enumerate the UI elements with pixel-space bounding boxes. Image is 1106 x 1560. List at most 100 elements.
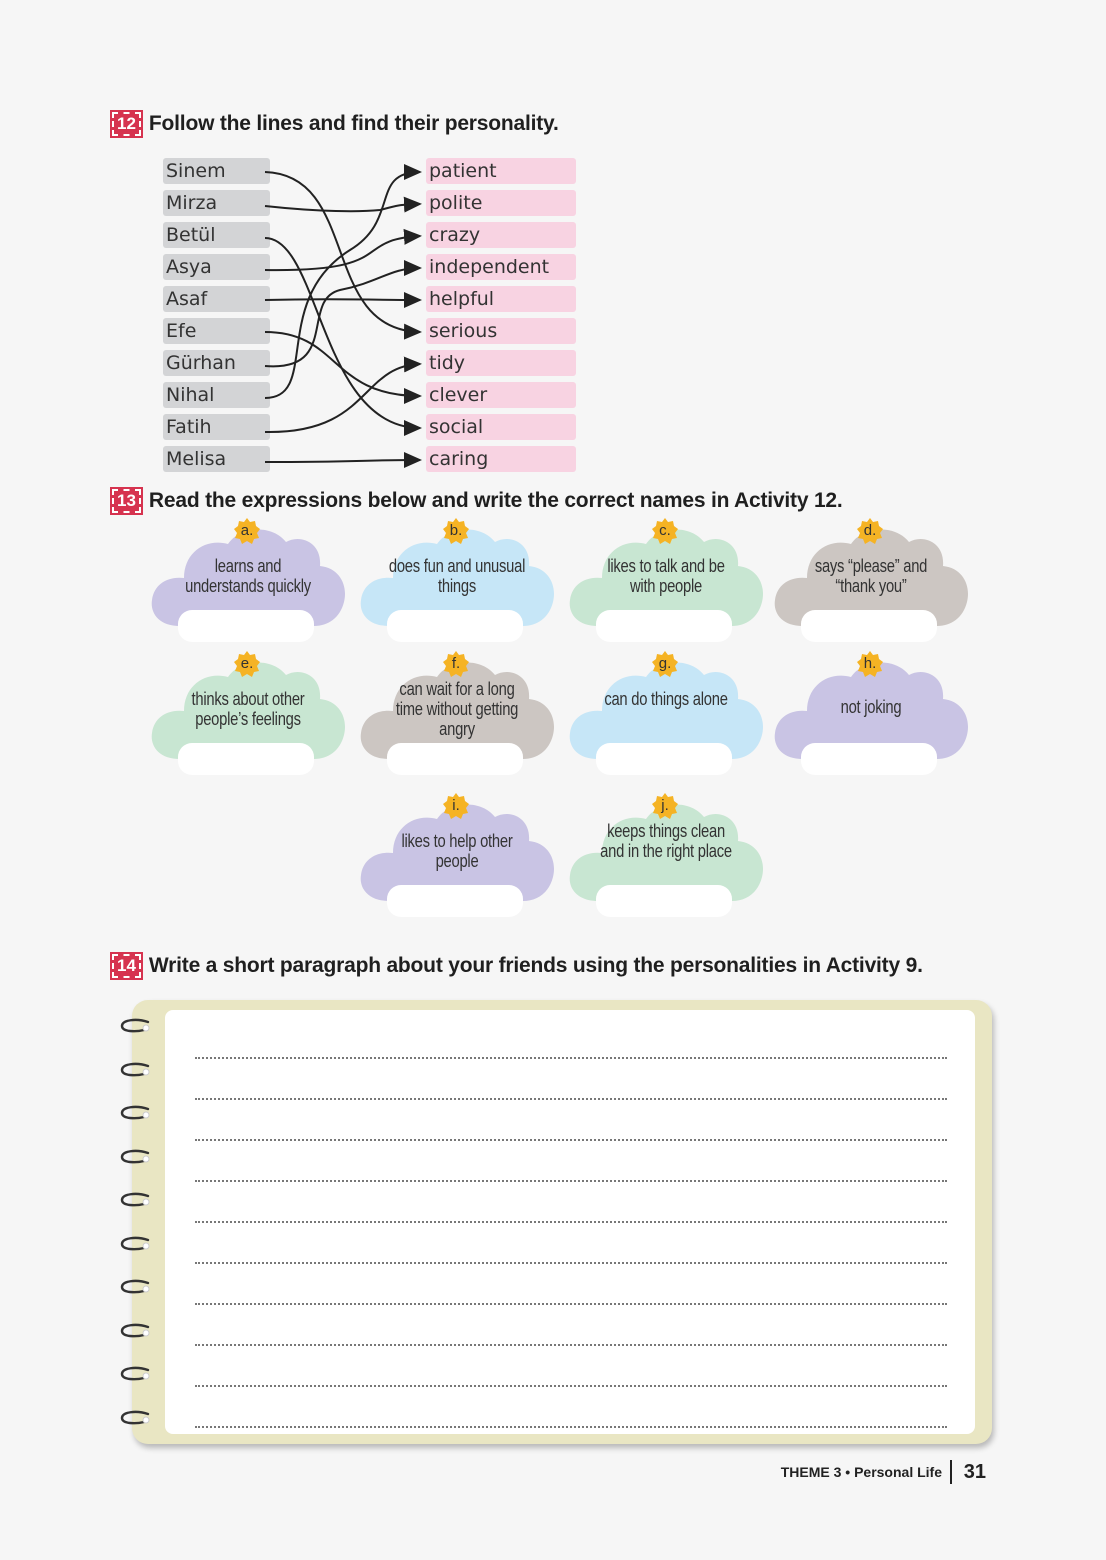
writing-line[interactable] (195, 1426, 947, 1428)
writing-line[interactable] (195, 1098, 947, 1100)
answer-field[interactable] (596, 743, 732, 775)
cloud-9: i. likes to help other people (359, 793, 555, 917)
cloud-3: c. likes to talk and be with people (568, 518, 764, 642)
spiral-ring-icon (118, 1410, 152, 1426)
activity-number: 13 (110, 487, 143, 515)
answer-field[interactable] (596, 610, 732, 642)
activity-13-heading: 13 Read the expressions below and write … (110, 487, 843, 515)
cloud-shape (774, 529, 968, 626)
letter-badge: c. (652, 518, 678, 544)
letter-badge: h. (857, 651, 883, 677)
trait-crazy: crazy (426, 222, 576, 248)
activity-title: Read the expressions below and write the… (148, 489, 843, 512)
spiral-ring-icon (118, 1236, 152, 1252)
writing-line[interactable] (195, 1303, 947, 1305)
trait-tidy: tidy (426, 350, 576, 376)
cloud-text: learns and understands quickly (185, 556, 311, 596)
spiral-ring-icon (118, 1279, 152, 1295)
cloud-5: e. thinks about other people’s feelings (150, 651, 346, 775)
cloud-text: can wait for a long time without getting… (395, 679, 519, 739)
answer-field[interactable] (596, 885, 732, 917)
name-nihal: Nihal (163, 382, 270, 408)
cloud-2: b. does fun and unusual things (359, 518, 555, 642)
name-sinem: Sinem (163, 158, 270, 184)
cloud-text: thinks about other people’s feelings (191, 689, 305, 729)
cloud-4: d. says “please” and “thank you” (773, 518, 969, 642)
activity-title: Write a short paragraph about your frien… (148, 954, 923, 977)
cloud-shape (569, 662, 763, 759)
cloud-shape (151, 529, 345, 626)
cloud-shape (360, 529, 554, 626)
spiral-ring-icon (118, 1062, 152, 1078)
spiral-ring-icon (118, 1149, 152, 1165)
writing-line[interactable] (195, 1262, 947, 1264)
cloud-shape (569, 804, 763, 901)
letter-badge: i. (443, 793, 469, 819)
name-asya: Asya (163, 254, 270, 280)
letter-label: g. (658, 655, 672, 672)
trait-serious: serious (426, 318, 576, 344)
letter-label: b. (449, 522, 463, 539)
spiral-ring-icon (118, 1018, 152, 1034)
letter-badge: f. (443, 651, 469, 677)
cloud-text: likes to help other people (401, 831, 513, 871)
letter-label: e. (240, 655, 254, 672)
cloud-6: f. can wait for a long time without getti… (359, 651, 555, 775)
footer-divider (950, 1460, 952, 1484)
answer-field[interactable] (178, 743, 314, 775)
name-mirza: Mirza (163, 190, 270, 216)
answer-field[interactable] (387, 610, 523, 642)
cloud-shape (151, 662, 345, 759)
letter-label: h. (863, 655, 877, 672)
answer-field[interactable] (801, 743, 937, 775)
letter-badge: g. (652, 651, 678, 677)
trait-helpful: helpful (426, 286, 576, 312)
letter-label: a. (240, 522, 254, 539)
cloud-1: a. learns and understands quickly (150, 518, 346, 642)
cloud-7: g. can do things alone (568, 651, 764, 775)
answer-field[interactable] (801, 610, 937, 642)
spiral-ring-icon (118, 1366, 152, 1382)
trait-independent: independent (426, 254, 576, 280)
activity-number: 12 (110, 110, 143, 138)
letter-badge: e. (234, 651, 260, 677)
writing-line[interactable] (195, 1180, 947, 1182)
cloud-shape (569, 529, 763, 626)
answer-field[interactable] (387, 885, 523, 917)
letter-badge: j. (652, 793, 678, 819)
letter-label: i. (452, 797, 460, 814)
cloud-shape (360, 804, 554, 901)
connecting-lines (264, 164, 422, 469)
cloud-text: says “please” and “thank you” (814, 556, 928, 596)
trait-clever: clever (426, 382, 576, 408)
answer-field[interactable] (387, 743, 523, 775)
letter-badge: d. (857, 518, 883, 544)
activity-12-heading: 12 Follow the lines and find their perso… (110, 110, 559, 138)
writing-line[interactable] (195, 1139, 947, 1141)
trait-caring: caring (426, 446, 576, 472)
letter-label: d. (863, 522, 877, 539)
footer-theme: THEME 3 • Personal Life (780, 1464, 942, 1480)
cloud-text: not joking (840, 697, 902, 717)
name-betul: Betül (163, 222, 270, 248)
writing-line[interactable] (195, 1057, 947, 1059)
trait-social: social (426, 414, 576, 440)
writing-line[interactable] (195, 1344, 947, 1346)
letter-badge: b. (443, 518, 469, 544)
cloud-8: h. not joking (773, 651, 969, 775)
name-gurhan: Gürhan (163, 350, 270, 376)
activity-14-heading: 14 Write a short paragraph about your fr… (110, 952, 923, 980)
name-fatih: Fatih (163, 414, 270, 440)
trait-patient: patient (426, 158, 576, 184)
page-number: 31 (963, 1461, 986, 1483)
cloud-text: can do things alone (604, 689, 728, 709)
name-asaf: Asaf (163, 286, 270, 312)
writing-line[interactable] (195, 1385, 947, 1387)
page-footer: THEME 3 • Personal Life 31 (760, 1460, 990, 1486)
cloud-text: does fun and unusual things (388, 556, 526, 596)
answer-field[interactable] (178, 610, 314, 642)
spiral-ring-icon (118, 1323, 152, 1339)
cloud-text: likes to talk and be with people (607, 556, 725, 596)
writing-line[interactable] (195, 1221, 947, 1223)
cloud-text: keeps things clean and in the right plac… (600, 821, 732, 861)
